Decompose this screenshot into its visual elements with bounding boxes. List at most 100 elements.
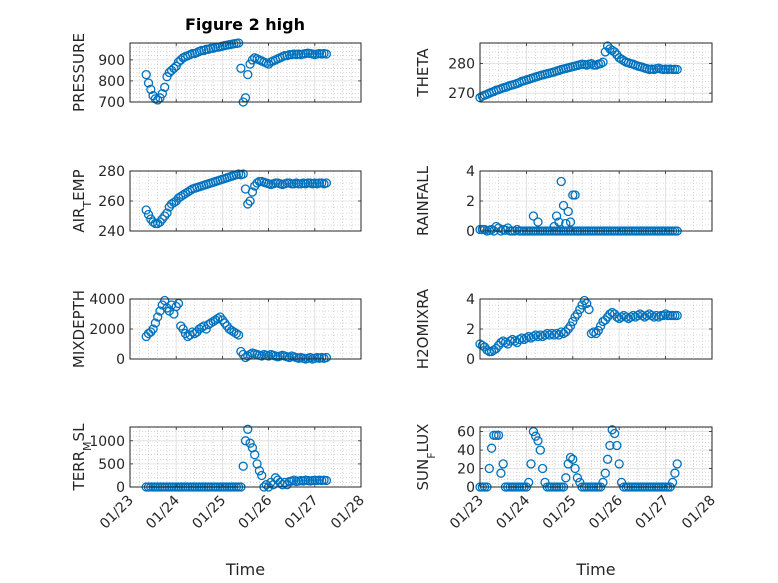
y-axis-label: MIXDEPTH [70, 290, 88, 368]
data-point [215, 312, 225, 322]
data-point [614, 459, 624, 469]
series-points [141, 38, 332, 107]
data-point [280, 477, 290, 488]
data-point [486, 346, 497, 357]
data-point [577, 300, 587, 310]
axes-background [130, 43, 361, 102]
data-point [157, 88, 167, 99]
data-point [591, 328, 601, 339]
data-point [263, 59, 274, 69]
data-point [570, 190, 580, 200]
data-point [665, 310, 675, 321]
data-point [647, 310, 657, 321]
data-point [540, 330, 550, 340]
data-point [178, 190, 188, 200]
data-point [535, 445, 545, 455]
data-point [141, 69, 151, 80]
data-point [614, 313, 624, 324]
data-point [589, 327, 599, 337]
data-point [496, 468, 506, 478]
data-point [565, 452, 576, 463]
data-point [217, 315, 228, 325]
data-point [146, 327, 156, 337]
data-point [236, 346, 246, 357]
y-axis-label: AIRTEMP [70, 169, 94, 232]
figure-title: Figure 2 high [185, 15, 305, 34]
data-point [243, 199, 253, 209]
x-tick-label: 01/25 [189, 493, 229, 533]
data-point [257, 470, 267, 481]
series-points [141, 169, 332, 229]
data-point [240, 352, 251, 363]
data-point [173, 193, 184, 203]
data-point [544, 330, 555, 340]
data-point [238, 461, 248, 471]
data-point [157, 300, 167, 310]
data-point [321, 49, 332, 59]
y-tick-label: 900 [98, 53, 125, 69]
data-point [233, 330, 244, 340]
data-point [254, 466, 265, 476]
data-point [542, 328, 552, 339]
data-point [614, 53, 624, 63]
data-point [486, 224, 497, 235]
data-point [598, 57, 608, 67]
data-point [178, 324, 188, 334]
data-point [493, 430, 504, 440]
data-point [238, 169, 248, 179]
data-point [605, 440, 615, 451]
y-tick-label: 2000 [89, 322, 125, 338]
data-point [575, 304, 585, 315]
data-point [517, 333, 527, 343]
data-point [180, 188, 191, 199]
data-point [153, 95, 163, 105]
data-point [257, 351, 267, 361]
data-point [166, 300, 177, 310]
data-point [498, 336, 508, 346]
data-point [584, 304, 594, 315]
data-point [169, 63, 179, 73]
axes-frame [479, 170, 713, 232]
data-point [551, 328, 562, 339]
y-tick-label: 0 [116, 352, 125, 368]
data-point [667, 477, 678, 488]
data-point [160, 82, 170, 92]
y-axis-label-part: F [425, 452, 438, 458]
data-point [261, 480, 271, 490]
y-tick-label: 40 [457, 443, 475, 459]
y-axis-label-part: EMP [70, 169, 88, 200]
series-points [475, 41, 682, 103]
data-point [612, 312, 622, 322]
data-point [570, 312, 580, 322]
axes-background [480, 427, 712, 487]
data-point [563, 324, 573, 334]
data-point [537, 331, 548, 342]
axes-frame [479, 426, 713, 488]
data-point [533, 331, 543, 342]
axes-rainfall: 0 2 4 RAINFALL [414, 164, 713, 240]
data-point [289, 475, 299, 485]
y-axis-label-part: MIXDEPTH [70, 290, 88, 368]
data-point [176, 321, 186, 331]
x-tick-label: 01/23 [97, 493, 137, 533]
x-tick-label: 01/26 [586, 492, 626, 532]
data-point [649, 312, 659, 322]
data-point [531, 431, 541, 441]
data-point [305, 352, 315, 363]
x-tick-label: 01/23 [447, 493, 487, 533]
data-point [626, 312, 636, 322]
data-point [482, 345, 492, 355]
data-point [623, 313, 634, 324]
y-tick-label: 4000 [89, 292, 125, 308]
data-point [491, 343, 501, 354]
y-tick-label: 4 [466, 292, 475, 308]
data-point [164, 306, 174, 316]
data-point [247, 55, 258, 65]
data-point [180, 328, 191, 339]
y-tick-label: 0 [466, 352, 475, 368]
data-point [524, 477, 534, 488]
y-tick-label: 270 [448, 86, 475, 102]
data-point [220, 318, 230, 328]
